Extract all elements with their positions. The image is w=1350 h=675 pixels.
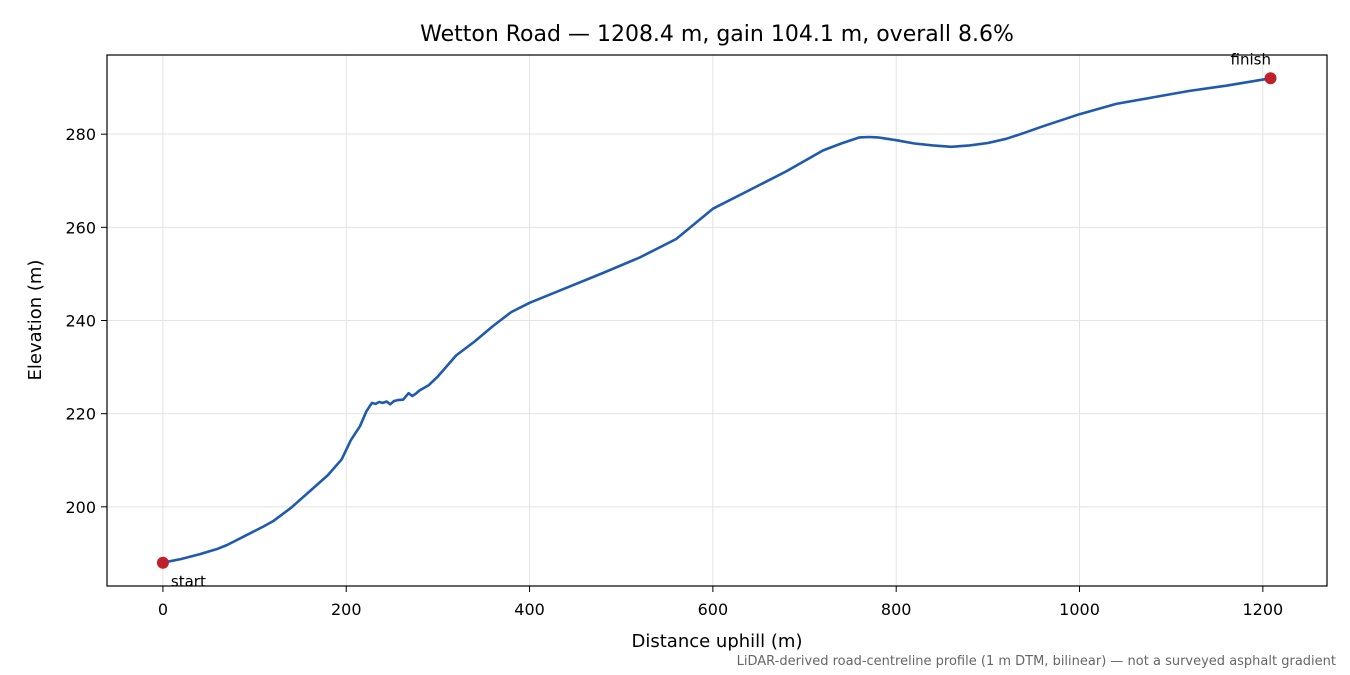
axis-ticks: 0 200 400 600 800 1000 1200 200 220 240 260 280 bbox=[65, 125, 1283, 619]
series-layer bbox=[161, 77, 1272, 565]
x-tick-label: 600 bbox=[698, 600, 729, 619]
endpoint-markers: start finish bbox=[156, 50, 1277, 591]
x-tick-label: 200 bbox=[331, 600, 362, 619]
plot-frame bbox=[106, 54, 1328, 587]
x-tick-label: 1000 bbox=[1059, 600, 1100, 619]
start-label: start bbox=[171, 573, 206, 591]
finish-label: finish bbox=[1231, 50, 1271, 68]
chart-footnote: LiDAR-derived road-centreline profile (1… bbox=[737, 654, 1336, 669]
x-tick-label: 800 bbox=[881, 600, 912, 619]
x-tick-label: 1200 bbox=[1242, 600, 1283, 619]
start-marker bbox=[156, 556, 169, 569]
y-tick-label: 260 bbox=[65, 218, 96, 237]
chart-title: Wetton Road — 1208.4 m, gain 104.1 m, ov… bbox=[420, 22, 1014, 47]
y-axis-label: Elevation (m) bbox=[25, 260, 46, 381]
finish-marker bbox=[1264, 72, 1277, 85]
y-tick-label: 240 bbox=[65, 312, 96, 331]
y-tick-label: 200 bbox=[65, 498, 96, 517]
x-tick-label: 400 bbox=[514, 600, 545, 619]
y-tick-label: 280 bbox=[65, 125, 96, 144]
x-tick-label: 0 bbox=[158, 600, 168, 619]
y-tick-label: 220 bbox=[65, 405, 96, 424]
grid-lines bbox=[107, 55, 1327, 586]
elevation-profile-line bbox=[161, 77, 1272, 565]
x-axis-label: Distance uphill (m) bbox=[632, 631, 803, 652]
